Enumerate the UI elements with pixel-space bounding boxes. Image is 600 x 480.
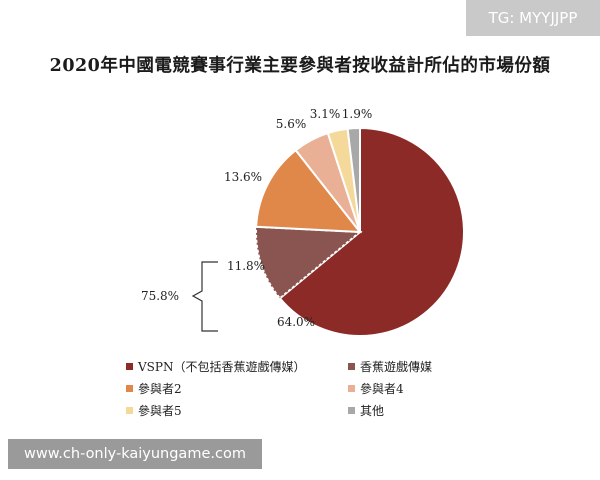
legend-label-1: 香蕉遊戲傳媒: [360, 360, 433, 374]
bracket-total-label: 75.8%: [141, 289, 179, 303]
legend-label-5: 其他: [360, 404, 385, 418]
slice-value-label-1: 11.8%: [227, 259, 265, 273]
legend-swatch-1: [348, 363, 355, 370]
slice-value-label-2: 13.6%: [224, 170, 262, 184]
watermark-bottom: www.ch-only-kaiyungame.com: [8, 439, 262, 469]
slice-value-label-4: 3.1%: [310, 107, 341, 121]
legend-swatch-5: [348, 407, 355, 414]
legend-label-2: 參與者2: [138, 382, 182, 396]
legend-label-0: VSPN（不包括香蕉遊戲傳媒）: [138, 360, 306, 374]
slice-value-label-3: 5.6%: [276, 117, 307, 131]
pie-slice-5: [346, 126, 361, 233]
legend-swatch-3: [348, 385, 355, 392]
legend-item-1: 香蕉遊戲傳媒: [348, 358, 466, 375]
legend-swatch-2: [126, 385, 133, 392]
chart-title: 2020年中國電競賽事行業主要參與者按收益計所佔的市場份額: [49, 56, 551, 76]
legend-item-4: 參與者5: [126, 402, 348, 419]
legend-item-2: 參與者2: [126, 380, 348, 397]
pie-slice-0: [278, 126, 465, 337]
pie-slice-1: [255, 225, 363, 300]
pie-chart: 64.0% 11.8% 13.6% 5.6%3.1% 1.9% 75.8%: [141, 107, 465, 337]
legend-label-3: 參與者4: [360, 382, 404, 396]
chart-legend: VSPN（不包括香蕉遊戲傳媒） 香蕉遊戲傳媒參與者2 參與者4 參與者5 其他: [126, 358, 466, 419]
slice-value-label-0: 64.0%: [277, 315, 315, 329]
grouping-bracket: [191, 261, 218, 332]
pie-slice-2: [255, 148, 363, 234]
legend-swatch-0: [126, 363, 133, 370]
legend-item-3: 參與者4: [348, 380, 466, 397]
watermark-top: TG: MYYJJPP: [466, 0, 600, 36]
legend-item-5: 其他: [348, 402, 466, 419]
legend-swatch-4: [126, 407, 133, 414]
slice-value-label-5: 1.9%: [342, 107, 373, 121]
legend-label-4: 參與者5: [138, 404, 182, 418]
legend-item-0: VSPN（不包括香蕉遊戲傳媒）: [126, 358, 348, 375]
